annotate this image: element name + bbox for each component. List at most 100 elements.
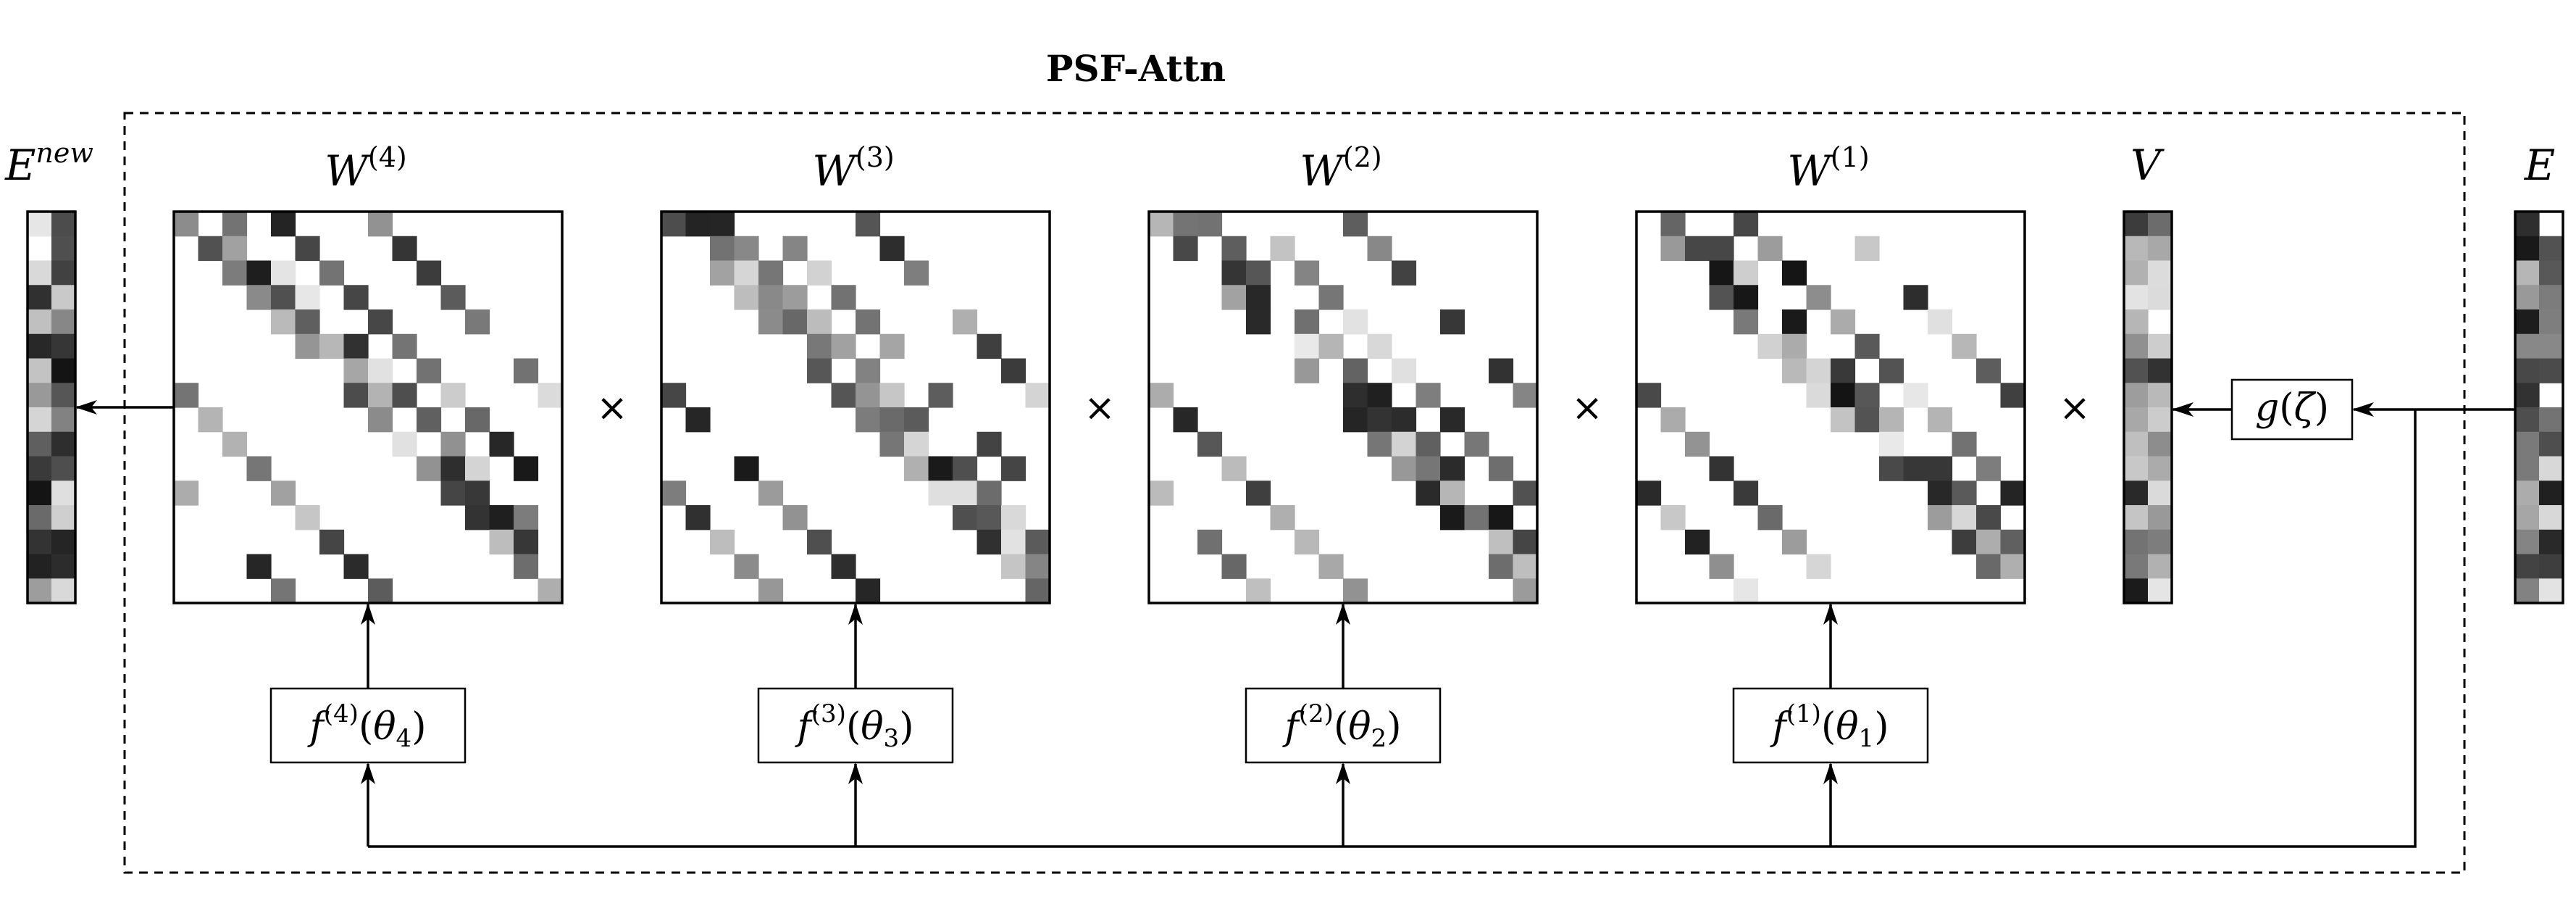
matrix-cell bbox=[1976, 505, 2002, 531]
vector-cell bbox=[2539, 285, 2564, 310]
vector-cell bbox=[28, 456, 52, 481]
matrix-cell bbox=[1734, 260, 1759, 286]
matrix-cell bbox=[1734, 309, 1759, 335]
vector-cell bbox=[51, 431, 76, 457]
matrix-cell bbox=[1734, 212, 1759, 237]
matrix-cell bbox=[368, 358, 393, 383]
vector-cell bbox=[28, 431, 52, 457]
vector-cell bbox=[2515, 554, 2540, 579]
vector-cell bbox=[2124, 309, 2149, 335]
matrix-cell bbox=[1685, 431, 1710, 457]
matrix-cell bbox=[1806, 358, 1831, 383]
matrix-cell bbox=[222, 431, 248, 457]
matrix-cell bbox=[1440, 309, 1465, 335]
matrix-cell bbox=[1440, 505, 1465, 531]
matrix-cell bbox=[1782, 309, 1807, 335]
vector-cell bbox=[28, 212, 52, 237]
matrix-cell bbox=[1782, 333, 1807, 359]
vector-cell bbox=[2148, 212, 2173, 237]
matrix-cell bbox=[319, 260, 345, 286]
matrix-cell bbox=[1513, 529, 1538, 555]
vector-cell bbox=[2148, 505, 2173, 531]
vector-cell bbox=[2148, 456, 2173, 481]
matrix-cell bbox=[514, 358, 539, 383]
vector-cell bbox=[2124, 529, 2149, 555]
matrix-cell bbox=[319, 529, 345, 555]
vector-cell bbox=[51, 554, 76, 579]
matrix-cell bbox=[222, 212, 248, 237]
vector-cell bbox=[2515, 481, 2540, 506]
matrix-cell bbox=[1928, 505, 1953, 531]
vector-cell bbox=[2539, 333, 2564, 359]
matrix-cell bbox=[392, 333, 417, 359]
matrix-cell bbox=[1197, 212, 1223, 237]
matrix-cell bbox=[1246, 578, 1271, 604]
matrix-cell bbox=[465, 481, 490, 506]
matrix-cell bbox=[1246, 309, 1271, 335]
matrix-cell bbox=[1831, 407, 1856, 433]
matrix-cell bbox=[928, 456, 953, 481]
matrix-cell bbox=[1415, 481, 1441, 506]
matrix-cell bbox=[1221, 236, 1247, 262]
matrix-cell bbox=[1709, 456, 1734, 481]
v-label: V bbox=[2130, 141, 2165, 190]
matrix-cell bbox=[1367, 431, 1392, 457]
vector-cell bbox=[28, 578, 52, 604]
matrix-cell bbox=[1367, 407, 1392, 433]
matrix-cell bbox=[953, 481, 978, 506]
vector-cell bbox=[28, 554, 52, 579]
vector-cell bbox=[2124, 358, 2149, 383]
matrix-cell bbox=[1757, 236, 1783, 262]
matrix-cell bbox=[271, 481, 296, 506]
matrix-cell bbox=[758, 578, 784, 604]
matrix-cell bbox=[953, 505, 978, 531]
matrix-cell bbox=[246, 285, 272, 310]
matrix-cell bbox=[734, 260, 759, 286]
matrix-cell bbox=[879, 236, 905, 262]
matrix-cell bbox=[343, 554, 369, 579]
vector-cell bbox=[28, 407, 52, 433]
matrix-cell bbox=[1149, 212, 1174, 237]
vector-cell bbox=[2515, 505, 2540, 531]
matrix-cell bbox=[734, 236, 759, 262]
matrix-cell bbox=[1806, 383, 1831, 408]
matrix-cell bbox=[465, 407, 490, 433]
matrix-cell bbox=[856, 212, 881, 237]
matrix-cell bbox=[1903, 456, 1928, 481]
vector-cell bbox=[51, 407, 76, 433]
vector-cell bbox=[2515, 309, 2540, 335]
matrix-cell bbox=[758, 260, 784, 286]
matrix-cell bbox=[1879, 407, 1904, 433]
matrix-cell bbox=[1343, 358, 1368, 383]
matrix-cell bbox=[1952, 431, 1977, 457]
matrix-cell bbox=[295, 309, 320, 335]
vector-cell bbox=[2148, 554, 2173, 579]
matrix-cell bbox=[710, 529, 735, 555]
multiply-sign: × bbox=[2059, 386, 2091, 430]
matrix-cell bbox=[1952, 481, 1977, 506]
vector-cell bbox=[2515, 212, 2540, 237]
matrix-cell bbox=[1025, 383, 1050, 408]
matrix-cell bbox=[538, 383, 563, 408]
function-f4-label: f(4)(θ4) bbox=[307, 699, 427, 753]
matrix-cell bbox=[1295, 260, 1320, 286]
matrix-cell bbox=[807, 333, 832, 359]
vector-cell bbox=[2124, 578, 2149, 604]
matrix-cell bbox=[1806, 285, 1831, 310]
matrix-cell bbox=[368, 212, 393, 237]
matrix-cell bbox=[319, 333, 345, 359]
vector-cell bbox=[2148, 407, 2173, 433]
matrix-cell bbox=[904, 407, 929, 433]
matrix-cell bbox=[1343, 212, 1368, 237]
matrix-cell bbox=[465, 309, 490, 335]
matrix-cell bbox=[1709, 236, 1734, 262]
matrix-cell bbox=[1367, 383, 1392, 408]
matrix-cell bbox=[1903, 383, 1928, 408]
vector-cell bbox=[51, 578, 76, 604]
matrix-cell bbox=[1489, 529, 1514, 555]
vector-cell bbox=[2148, 431, 2173, 457]
matrix-cell bbox=[1343, 383, 1368, 408]
vector-cell bbox=[2515, 407, 2540, 433]
matrix-cell bbox=[440, 481, 466, 506]
matrix-cell bbox=[1001, 529, 1026, 555]
